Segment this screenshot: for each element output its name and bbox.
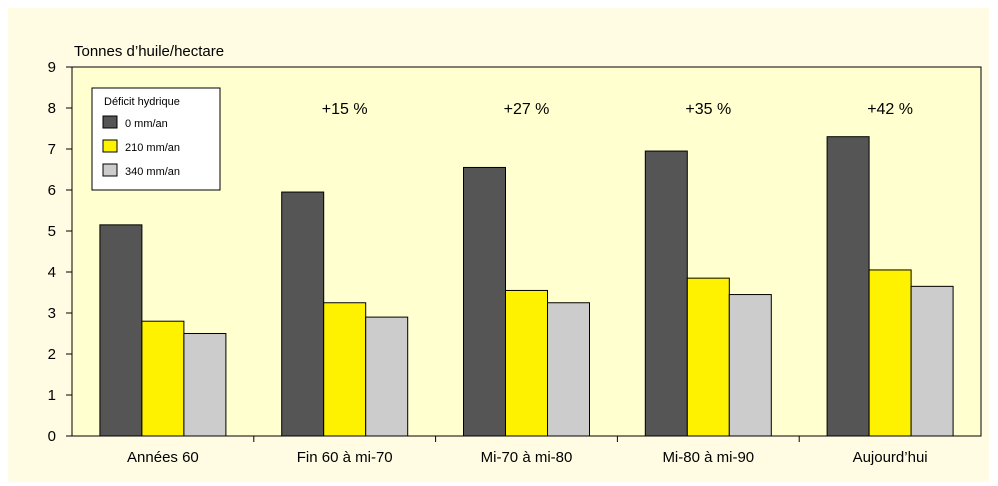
annotation-label: +27 %: [504, 101, 550, 118]
chart: Tonnes d’huile/hectare 0 1 2 3 4 5 6 7 8 9 Années…: [8, 8, 989, 482]
x-axis: Années 60 Fin 60 à mi-70 Mi-70 à mi-80 Mi-8…: [127, 436, 928, 466]
bar: [686, 277, 730, 437]
y-tick-label: 2: [48, 346, 56, 363]
bar: [728, 294, 772, 437]
bar: [323, 302, 367, 437]
legend-title: Déficit hydrique: [104, 96, 180, 108]
legend-label: 340 mm/an: [125, 166, 180, 178]
bars: [99, 136, 954, 437]
y-tick-label: 7: [48, 141, 56, 158]
chart-page: Tonnes d’huile/hectare 0 1 2 3 4 5 6 7 8 9 Années…: [8, 8, 989, 482]
bar: [141, 320, 185, 437]
bar: [99, 224, 143, 437]
legend-swatch: [102, 139, 118, 153]
x-tick-label: Années 60: [127, 449, 199, 466]
y-axis: 0 1 2 3 4 5 6 7 8 9: [48, 59, 72, 445]
y-tick-label: 3: [48, 305, 56, 322]
legend: Déficit hydrique 0 mm/an 210 mm/an 340 mm/…: [91, 87, 221, 191]
annotation-label: +15 %: [322, 101, 368, 118]
legend-swatch: [102, 163, 118, 177]
y-tick-label: 0: [48, 428, 56, 445]
legend-items: 0 mm/an 210 mm/an 340 mm/an: [102, 115, 180, 178]
y-tick-label: 9: [48, 59, 56, 76]
bar: [281, 191, 325, 437]
annotations: +15 % +27 % +35 % +42 %: [322, 101, 913, 118]
x-tick-label: Mi-70 à mi-80: [481, 449, 573, 466]
y-tick-label: 1: [48, 387, 56, 404]
bar: [868, 269, 912, 437]
y-tick-label: 8: [48, 100, 56, 117]
bar: [463, 166, 506, 437]
annotation-label: +35 %: [685, 101, 731, 118]
legend-label: 0 mm/an: [125, 118, 168, 130]
x-tick-label: Fin 60 à mi-70: [297, 449, 393, 466]
bar: [910, 285, 954, 437]
bar: [183, 333, 227, 437]
legend-swatch: [102, 115, 118, 129]
bar: [365, 316, 409, 437]
bar: [644, 150, 688, 437]
y-tick-label: 5: [48, 223, 56, 240]
bar: [826, 136, 870, 437]
x-tick-label: Aujourd’hui: [853, 449, 928, 466]
annotation-label: +42 %: [867, 101, 913, 118]
y-tick-label: 4: [48, 264, 56, 281]
bar: [505, 289, 548, 437]
x-tick-label: Mi-80 à mi-90: [662, 449, 754, 466]
legend-label: 210 mm/an: [125, 142, 180, 154]
bar: [547, 302, 590, 437]
y-axis-title: Tonnes d’huile/hectare: [74, 43, 224, 60]
y-tick-label: 6: [48, 182, 56, 199]
